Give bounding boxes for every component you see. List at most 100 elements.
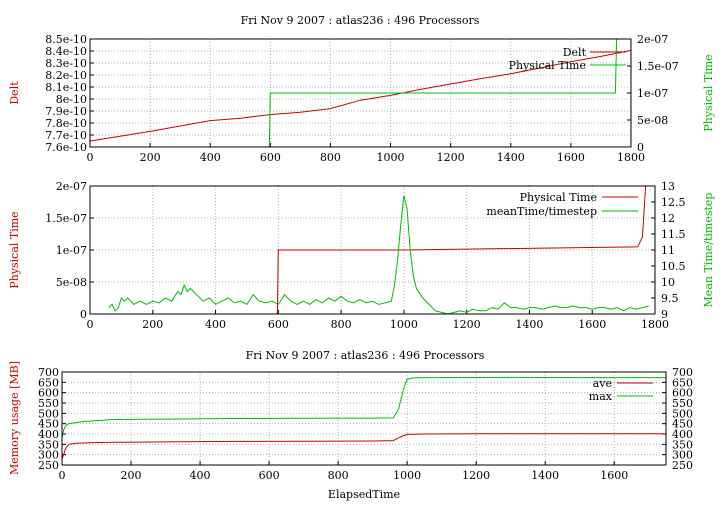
y-left-tick-label: 650 (38, 376, 59, 389)
x-tick-label: 1200 (453, 318, 481, 331)
y-right-tick-label: 11.5 (661, 228, 686, 241)
x-tick-label: 800 (328, 469, 349, 482)
y-left-tick-label: 7.6e-10 (45, 141, 87, 154)
panel-3-title: Fri Nov 9 2007 : atlas236 : 496 Processo… (246, 349, 485, 362)
panel-2-ticks: 0 200 400 600 800 1000 1200 1400 1600 1800 0 5e-08 1… (45, 180, 685, 331)
x-tick-label: 600 (259, 469, 280, 482)
x-tick-label: 600 (268, 318, 289, 331)
x-tick-label: 600 (260, 151, 281, 164)
y-right-tick-label: 0 (637, 141, 644, 154)
y-left-tick-label: 8.2e-10 (45, 69, 87, 82)
panel-3-ticks: 0 200 400 600 800 1000 1200 1400 160025030035040… (38, 366, 693, 482)
x-tick-label: 400 (200, 151, 221, 164)
x-tick-label: 200 (121, 469, 142, 482)
y-left-tick-label: 600 (38, 387, 59, 400)
x-tick-label: 1800 (617, 151, 645, 164)
panel-1-ticks: 0 200 400 600 800 1000 1200 1400 1600 1800 7.6e-10… (45, 33, 678, 164)
y-right-tick-label: 1.5e-07 (637, 60, 679, 73)
y-right-tick-label: 550 (672, 397, 693, 410)
y-left-tick-label: 8.4e-10 (45, 45, 87, 58)
y-left-tick-label: 2e-07 (56, 180, 87, 193)
y-left-tick-label: 1.5e-07 (45, 212, 87, 225)
x-tick-label: 1600 (600, 469, 628, 482)
panel-3-ylabel-left: Memory usage [MB] (8, 361, 21, 475)
x-tick-label: 200 (142, 318, 163, 331)
y-left-tick-label: 450 (38, 418, 59, 431)
y-left-tick-label: 250 (38, 459, 59, 472)
x-tick-label: 0 (87, 318, 94, 331)
y-left-tick-label: 0 (80, 308, 87, 321)
y-right-tick-label: 500 (672, 407, 693, 420)
panel-2-ylabel-right: Mean Time/timestep (702, 193, 715, 308)
y-right-tick-label: 12.5 (661, 196, 686, 209)
y-left-tick-label: 7.9e-10 (45, 105, 87, 118)
series-line-meantime-timestep (108, 195, 649, 315)
x-tick-label: 1400 (497, 151, 525, 164)
y-left-tick-label: 350 (38, 438, 59, 451)
x-tick-label: 0 (87, 151, 94, 164)
y-right-tick-label: 400 (672, 428, 693, 441)
x-tick-label: 1600 (578, 318, 606, 331)
x-tick-label: 1800 (641, 318, 669, 331)
x-tick-label: 1000 (393, 469, 421, 482)
panel-2-legend: Physical Time meanTime/timestep (486, 191, 638, 218)
y-left-tick-label: 700 (38, 366, 59, 379)
y-left-tick-label: 7.8e-10 (45, 117, 87, 130)
x-tick-label: 1200 (437, 151, 465, 164)
y-right-tick-label: 450 (672, 418, 693, 431)
y-left-tick-label: 8.5e-10 (45, 33, 87, 46)
x-tick-label: 0 (59, 469, 66, 482)
panel-1-title: Fri Nov 9 2007 : atlas236 : 496 Processo… (241, 14, 480, 27)
x-tick-label: 1600 (557, 151, 585, 164)
y-right-tick-label: 5e-08 (637, 114, 668, 127)
series-line-ave (61, 433, 666, 459)
legend-label-mean-time: meanTime/timestep (486, 205, 597, 218)
y-left-tick-label: 400 (38, 428, 59, 441)
y-right-tick-label: 12 (661, 212, 675, 225)
x-tick-label: 400 (190, 469, 211, 482)
y-right-tick-label: 9.5 (661, 292, 679, 305)
panel-1-ylabel-right: Physical Time (702, 54, 715, 131)
y-right-tick-label: 700 (672, 366, 693, 379)
y-left-tick-label: 500 (38, 407, 59, 420)
legend-label-delt: Delt (563, 46, 587, 59)
y-left-tick-label: 300 (38, 449, 59, 462)
y-left-tick-label: 8.1e-10 (45, 81, 87, 94)
x-tick-label: 800 (320, 151, 341, 164)
panel-1: Fri Nov 9 2007 : atlas236 : 496 Processo… (8, 14, 715, 164)
legend-label-physical-time: Physical Time (509, 59, 586, 72)
y-left-tick-label: 5e-08 (56, 276, 87, 289)
x-tick-label: 400 (205, 318, 226, 331)
x-tick-label: 1400 (531, 469, 559, 482)
y-right-tick-label: 300 (672, 449, 693, 462)
y-right-tick-label: 13 (661, 180, 675, 193)
legend-label-ave: ave (593, 377, 612, 390)
panel-1-legend: Delt Physical Time (509, 46, 626, 72)
panel-2: 0 200 400 600 800 1000 1200 1400 1600 1800 0 5e-08 1… (8, 180, 715, 331)
legend-label-max: max (589, 390, 613, 403)
panel-3-legend: ave max (589, 377, 653, 403)
y-left-tick-label: 8.3e-10 (45, 57, 87, 70)
legend-label-physical-time-2: Physical Time (520, 191, 597, 204)
series-line-delt (89, 49, 632, 142)
x-tick-label: 200 (140, 151, 161, 164)
panel-2-series (108, 185, 649, 315)
y-right-tick-label: 10.5 (661, 260, 686, 273)
y-right-tick-label: 350 (672, 438, 693, 451)
panel-3-series (61, 376, 666, 459)
series-line-max (61, 376, 666, 439)
panel-3: Fri Nov 9 2007 : atlas236 : 496 Processo… (8, 349, 693, 501)
y-left-tick-label: 8e-10 (56, 93, 87, 106)
x-tick-label: 1400 (515, 318, 543, 331)
panel-1-series (89, 38, 632, 148)
series-line-physical-time (276, 185, 647, 315)
panel-3-frame (61, 371, 667, 466)
x-tick-label: 1200 (462, 469, 490, 482)
y-right-tick-label: 1e-07 (637, 87, 668, 100)
panel-3-xlabel: ElapsedTime (328, 488, 400, 501)
x-tick-label: 800 (331, 318, 352, 331)
y-right-tick-label: 9 (661, 308, 668, 321)
y-left-tick-label: 7.7e-10 (45, 129, 87, 142)
